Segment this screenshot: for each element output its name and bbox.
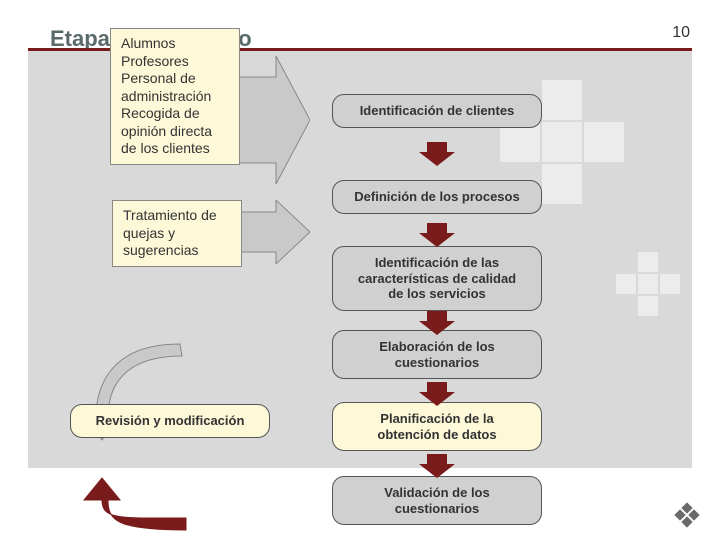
- watermark-cross-small: [616, 252, 682, 318]
- callout-line: Profesores: [121, 53, 229, 71]
- flow-arrow-1: [417, 219, 457, 249]
- page-number: 10: [672, 24, 690, 42]
- diamond-logo: [676, 504, 698, 526]
- flow-arrow-0: [417, 138, 457, 168]
- flow-box-4: Planificación de laobtención de datos: [332, 402, 542, 451]
- flow-box-0: Identificación de clientes: [332, 94, 542, 128]
- callout-complaints: Tratamiento dequejas ysugerencias: [112, 200, 242, 267]
- callout-line: Personal de: [121, 70, 229, 88]
- flow-arrow-4: [417, 450, 457, 480]
- callout-line: Tratamiento de: [123, 207, 231, 225]
- callout-line: de los clientes: [121, 140, 229, 158]
- flow-box-1: Definición de los procesos: [332, 180, 542, 214]
- revision-box: Revisión y modificación: [70, 404, 270, 438]
- callout-line: Alumnos: [121, 35, 229, 53]
- callout-line: administración: [121, 88, 229, 106]
- flow-box-3: Elaboración de loscuestionarios: [332, 330, 542, 379]
- flow-arrow-3: [417, 378, 457, 408]
- callout-clients: AlumnosProfesoresPersonal deadministraci…: [110, 28, 240, 165]
- callout-line: Recogida de: [121, 105, 229, 123]
- flow-arrow-2: [417, 307, 457, 337]
- callout-line: sugerencias: [123, 242, 231, 260]
- callout-line: opinión directa: [121, 123, 229, 141]
- flow-box-2: Identificación de lascaracterísticas de …: [332, 246, 542, 311]
- flow-box-5: Validación de loscuestionarios: [332, 476, 542, 525]
- callout-line: quejas y: [123, 225, 231, 243]
